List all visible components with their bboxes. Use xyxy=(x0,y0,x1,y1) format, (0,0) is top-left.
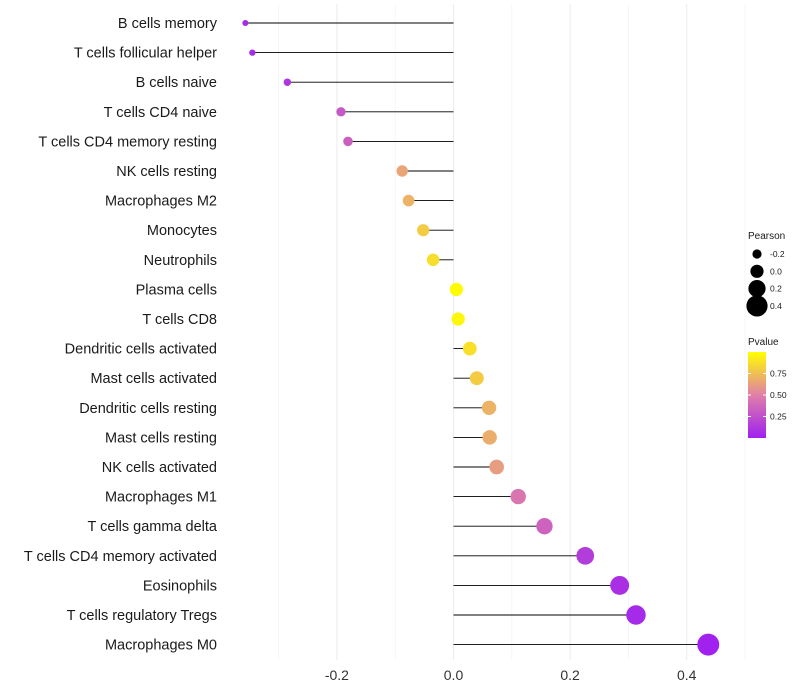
category-label: Macrophages M0 xyxy=(105,638,217,654)
pearson-size-legend: Pearson -0.2 0.0 0.2 0.4 xyxy=(746,231,785,317)
category-label: Neutrophils xyxy=(144,253,217,269)
category-label: NK cells resting xyxy=(116,164,217,180)
dot-16 xyxy=(510,488,526,505)
category-label: Monocytes xyxy=(147,223,217,239)
size-legend-label: -0.2 xyxy=(770,249,785,259)
dot-10 xyxy=(451,312,465,326)
x-tick-label: 0.0 xyxy=(444,667,464,683)
category-label: Plasma cells xyxy=(136,282,217,298)
category-label: T cells CD4 naive xyxy=(104,105,217,121)
colorbar-tick-label: 0.50 xyxy=(770,390,787,400)
lollipop-stems xyxy=(245,22,709,646)
category-label: NK cells activated xyxy=(102,460,217,476)
dot-12 xyxy=(469,371,484,386)
grid-lines xyxy=(278,4,746,660)
dot-1 xyxy=(249,49,256,56)
size-legend-dot xyxy=(752,249,762,259)
dot-0 xyxy=(242,19,249,27)
dot-3 xyxy=(336,107,346,117)
dot-21 xyxy=(697,633,720,656)
x-axis-ticks: -0.2 0.0 0.2 0.4 xyxy=(325,667,697,683)
dot-14 xyxy=(482,430,497,445)
category-label: T cells CD8 xyxy=(142,312,217,328)
dot-19 xyxy=(610,575,630,595)
category-label: B cells naive xyxy=(136,75,217,91)
dot-6 xyxy=(402,194,415,207)
size-legend-dot xyxy=(750,264,764,278)
category-label: T cells regulatory Tregs xyxy=(67,608,217,624)
dot-8 xyxy=(426,253,440,267)
pvalue-colorbar xyxy=(748,352,766,438)
x-tick-label: 0.2 xyxy=(560,667,580,683)
dot-2 xyxy=(283,78,292,86)
category-label: T cells follicular helper xyxy=(74,46,217,62)
colorbar-tick-label: 0.25 xyxy=(770,412,787,422)
category-labels: B cells memory T cells follicular helper B… xyxy=(24,16,218,654)
category-label: B cells memory xyxy=(118,16,218,32)
category-label: Dendritic cells activated xyxy=(65,342,217,358)
x-tick-label: -0.2 xyxy=(325,667,349,683)
size-legend-dot xyxy=(746,295,768,317)
category-label: T cells CD4 memory resting xyxy=(38,134,217,150)
pvalue-color-legend: Pvalue 0.75 0.50 0.25 xyxy=(748,337,787,438)
dot-5 xyxy=(396,165,408,177)
size-legend-label: 0.4 xyxy=(770,301,782,311)
dot-20 xyxy=(626,605,646,625)
category-label: Dendritic cells resting xyxy=(79,401,217,417)
pearson-legend-title: Pearson xyxy=(748,231,785,242)
x-tick-label: 0.4 xyxy=(677,667,697,683)
dot-4 xyxy=(343,136,353,147)
dot-17 xyxy=(536,518,553,535)
size-legend-label: 0.2 xyxy=(770,284,782,294)
dot-11 xyxy=(462,341,477,356)
colorbar-tick-label: 0.75 xyxy=(770,369,787,379)
lollipop-dots xyxy=(242,19,720,656)
category-label: Macrophages M1 xyxy=(105,490,217,506)
category-label: Macrophages M2 xyxy=(105,194,217,210)
size-legend-label: 0.0 xyxy=(770,266,782,276)
category-label: Mast cells activated xyxy=(90,371,217,387)
size-legend-dot xyxy=(748,280,766,298)
dot-13 xyxy=(481,400,497,416)
dot-18 xyxy=(576,546,595,565)
category-label: T cells gamma delta xyxy=(88,519,218,535)
dot-7 xyxy=(417,224,430,237)
category-label: T cells CD4 memory activated xyxy=(24,549,217,565)
pvalue-legend-title: Pvalue xyxy=(748,337,779,348)
category-label: Mast cells resting xyxy=(105,430,217,446)
dot-15 xyxy=(489,459,504,475)
dot-9 xyxy=(449,282,464,297)
category-label: Eosinophils xyxy=(143,578,217,594)
